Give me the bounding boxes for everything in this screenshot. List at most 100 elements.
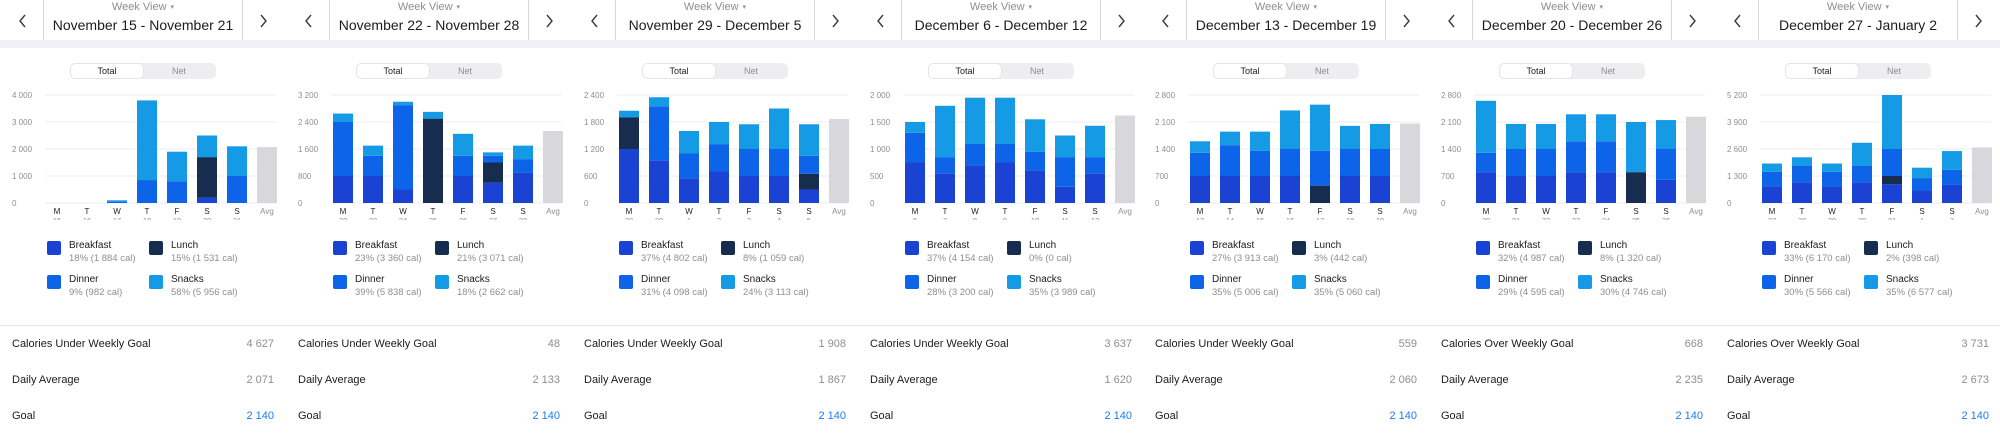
view-mode-dropdown[interactable]: Week View ▾ [43,1,243,14]
bar-segment-snacks[interactable] [513,145,533,160]
bar-segment-dinner[interactable] [1085,157,1105,174]
toggle-total[interactable]: Total [643,64,715,78]
bar-segment-dinner[interactable] [1280,149,1300,176]
goal-row-value[interactable]: 2 140 [1675,410,1703,422]
bar-segment-breakfast[interactable] [1370,176,1390,203]
bar-segment-dinner[interactable] [905,132,925,163]
view-mode-dropdown[interactable]: Week View ▾ [329,1,529,14]
goal-row-value[interactable]: 2 140 [1389,410,1417,422]
bar-segment-dinner[interactable] [363,155,383,176]
bar-segment-snacks[interactable] [107,200,127,202]
next-week-button[interactable] [1389,4,1423,38]
bar-segment-snacks[interactable] [679,131,699,154]
bar-segment-snacks[interactable] [1596,114,1616,142]
bar-segment-snacks[interactable] [649,97,669,107]
bar-segment-dinner[interactable] [227,176,247,203]
bar-segment-breakfast[interactable] [769,176,789,203]
bar-segment-snacks[interactable] [709,122,729,145]
previous-week-button[interactable] [578,4,612,38]
toggle-net[interactable]: Net [1600,66,1615,76]
bar-segment-breakfast[interactable] [393,189,413,204]
bar-segment-snacks[interactable] [1250,131,1270,151]
bar-segment-breakfast[interactable] [1476,172,1496,203]
goal-row[interactable]: Goal 2 140 [12,407,274,425]
bar-segment-dinner[interactable] [935,157,955,174]
toggle-total[interactable]: Total [357,64,429,78]
bar-segment-dinner[interactable] [1912,178,1932,191]
next-week-button[interactable] [1675,4,1709,38]
bar-segment-dinner[interactable] [799,155,819,174]
bar-segment-snacks[interactable] [393,101,413,106]
bar-segment-lunch[interactable] [799,173,819,190]
goal-row-value[interactable]: 2 140 [532,410,560,422]
bar-segment-snacks[interactable] [1310,104,1330,151]
view-mode-dropdown[interactable]: Week View ▾ [901,1,1101,14]
bar-segment-snacks[interactable] [799,124,819,156]
toggle-total[interactable]: Total [1214,64,1286,78]
bar-segment-dinner[interactable] [679,153,699,179]
toggle-net[interactable]: Net [1886,66,1901,76]
bar-segment-dinner[interactable] [513,159,533,173]
bar-segment-snacks[interactable] [905,122,925,133]
toggle-net[interactable]: Net [743,66,758,76]
bar-segment-snacks[interactable] [1055,135,1075,158]
bar-segment-breakfast[interactable] [1656,179,1676,203]
view-mode-dropdown[interactable]: Week View ▾ [1472,1,1672,14]
toggle-total[interactable]: Total [71,64,143,78]
bar-segment-breakfast[interactable] [799,189,819,204]
bar-segment-dinner[interactable] [649,106,669,161]
bar-segment-snacks[interactable] [739,124,759,149]
bar-segment-snacks[interactable] [1506,123,1526,149]
bar-segment-breakfast[interactable] [1220,176,1240,203]
bar-segment-snacks[interactable] [1882,95,1902,149]
bar-segment-snacks[interactable] [1822,163,1842,172]
previous-week-button[interactable] [292,4,326,38]
view-mode-dropdown[interactable]: Week View ▾ [1186,1,1386,14]
bar-segment-breakfast[interactable] [1536,176,1556,203]
bar-segment-dinner[interactable] [1250,150,1270,176]
bar-segment-dinner[interactable] [1942,169,1962,185]
bar-segment-breakfast[interactable] [1055,186,1075,203]
bar-segment-dinner[interactable] [1476,152,1496,173]
bar-segment-dinner[interactable] [1536,149,1556,176]
bar-segment-dinner[interactable] [137,180,157,203]
bar-segment-snacks[interactable] [363,145,383,156]
toggle-net[interactable]: Net [457,66,472,76]
bar-segment-snacks[interactable] [1280,110,1300,149]
bar-segment-snacks[interactable] [1536,123,1556,149]
bar-segment-breakfast[interactable] [1942,184,1962,203]
bar-segment-dinner[interactable] [1025,151,1045,171]
bar-segment-dinner[interactable] [1340,149,1360,176]
bar-segment-dinner[interactable] [333,122,353,176]
bar-segment-lunch[interactable] [423,118,443,203]
bar-segment-dinner[interactable] [1190,152,1210,176]
next-week-button[interactable] [1961,4,1995,38]
bar-segment-breakfast[interactable] [935,173,955,203]
bar-segment-breakfast[interactable] [965,165,985,203]
bar-segment-dinner[interactable] [709,144,729,172]
bar-segment-breakfast[interactable] [1250,176,1270,203]
bar-segment-dinner[interactable] [1822,171,1842,187]
toggle-net[interactable]: Net [1029,66,1044,76]
bar-segment-lunch[interactable] [1310,185,1330,203]
previous-week-button[interactable] [864,4,898,38]
bar-segment-snacks[interactable] [965,97,985,144]
previous-week-button[interactable] [6,4,40,38]
bar-segment-dinner[interactable] [393,105,413,190]
bar-segment-dinner[interactable] [453,155,473,176]
bar-segment-breakfast[interactable] [905,162,925,204]
bar-segment-breakfast[interactable] [1596,172,1616,203]
bar-segment-snacks[interactable] [1566,114,1586,142]
goal-row-value[interactable]: 2 140 [818,410,846,422]
previous-week-button[interactable] [1721,4,1755,38]
bar-segment-snacks[interactable] [1656,120,1676,149]
toggle-net[interactable]: Net [1314,66,1329,76]
bar-segment-snacks[interactable] [483,152,503,156]
bar-segment-dinner[interactable] [1882,149,1902,176]
bar-segment-snacks[interactable] [1852,142,1872,166]
toggle-total[interactable]: Total [1786,64,1858,78]
goal-row[interactable]: Goal 2 140 [1155,407,1417,425]
bar-segment-snacks[interactable] [197,135,217,158]
view-mode-dropdown[interactable]: Week View ▾ [615,1,815,14]
bar-segment-breakfast[interactable] [333,176,353,203]
